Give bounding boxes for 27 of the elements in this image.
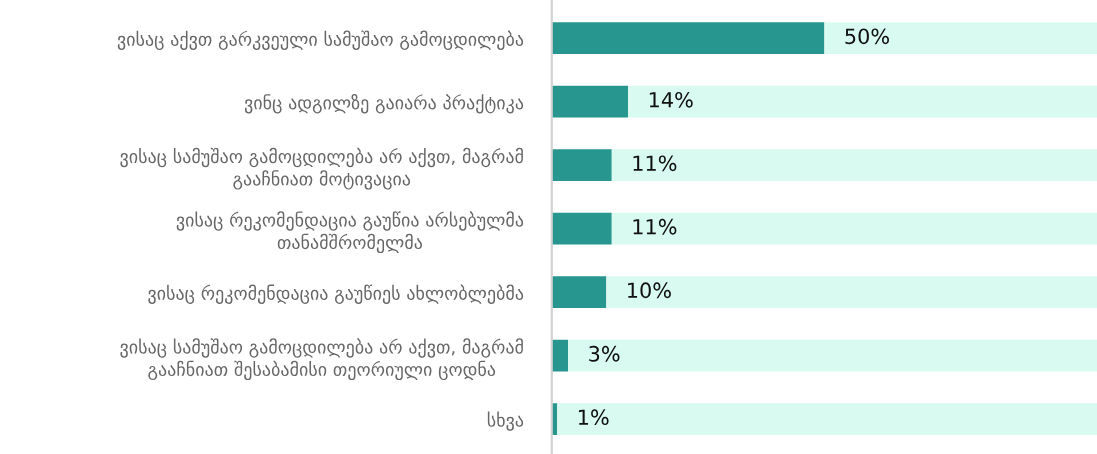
bar <box>824 22 1097 54</box>
bar <box>551 149 612 181</box>
data-label: 10% <box>628 282 671 299</box>
data-label: 3% <box>589 345 620 362</box>
y-tick-label: ვისაც სამუშაო გამოცდილება არ აქვთ, მაგრამ გააჩნიათ შესაბამისი თეორიული ცოდნა <box>120 338 523 381</box>
y-tick-label: ვისაც სამუშაო გამოცდილება არ აქვთ, მაგრამ გააჩნიათ მოტივაცია <box>120 147 523 190</box>
bar <box>551 85 629 118</box>
data-label: 14% <box>649 91 693 108</box>
y-tick-label: სხვა <box>487 411 524 431</box>
bar <box>628 85 1097 118</box>
bar <box>551 276 607 308</box>
bar <box>557 403 1097 435</box>
bar <box>551 212 612 245</box>
bar <box>551 22 825 54</box>
y-tick-label: ვისაც რეკომენდაცია გაუწიეს ახლობლებმა <box>148 284 524 304</box>
bar <box>611 212 1097 245</box>
bar <box>611 149 1097 181</box>
y-tick-label: ვისაც რეკომენდაცია გაუწია არსებულმა თანამშრომელმა <box>176 211 524 254</box>
bar <box>551 339 569 372</box>
y-tick-label: ვინც ადგილზე გაიარა პრაქტიკა <box>244 94 524 114</box>
bar <box>568 339 1097 372</box>
data-label: 50% <box>845 28 889 45</box>
bar <box>606 276 1097 308</box>
y-tick-label: ვისაც აქვთ გარკვეული სამუშაო გამოცდილება <box>117 30 524 50</box>
data-label: 11% <box>633 155 677 172</box>
data-label: 11% <box>633 218 677 235</box>
data-label: 1% <box>578 409 609 426</box>
